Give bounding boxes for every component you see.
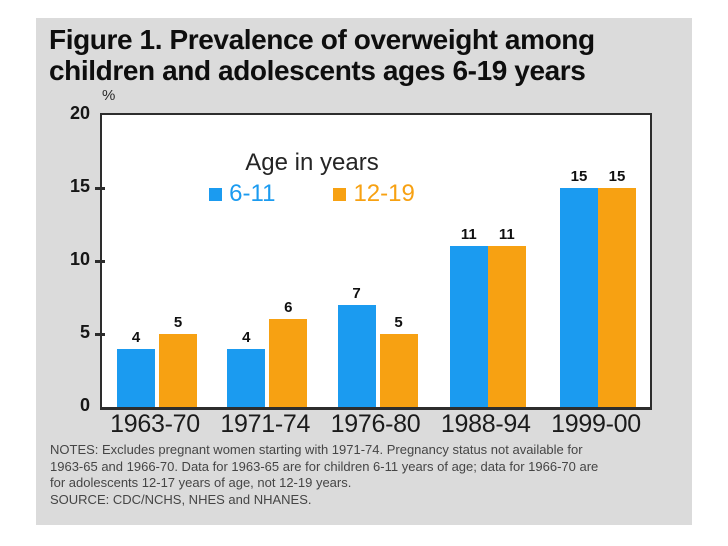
bar-column: 15 <box>560 168 598 407</box>
notes: NOTES: Excludes pregnant women starting … <box>50 442 598 508</box>
legend-swatch-12-19-icon <box>333 187 347 201</box>
bar-value-label: 4 <box>242 328 251 346</box>
bar-column: 4 <box>227 328 266 407</box>
bar-column: 6 <box>269 299 308 407</box>
legend-label-12-19: 12-19 <box>353 180 415 207</box>
y-tick-mark <box>95 187 105 190</box>
bar-column: 11 <box>449 226 488 407</box>
bar-value-label: 11 <box>460 226 477 244</box>
notes-line: NOTES: Excludes pregnant women starting … <box>50 442 583 457</box>
bar-column: 4 <box>117 329 155 407</box>
legend-title: Age in years <box>245 149 379 176</box>
x-axis-label: 1963-70 <box>110 410 200 438</box>
x-axis-label: 1999-00 <box>551 410 641 438</box>
chart-title-line1: Figure 1. Prevalence of overweight among <box>49 24 595 55</box>
bar-12-19-1971-74 <box>269 319 308 407</box>
chart-title: Figure 1. Prevalence of overweight among… <box>49 24 595 86</box>
bar-column: 11 <box>487 226 526 407</box>
legend-item-6-11: 6-11 <box>209 181 275 207</box>
bar-group-1988-94: 11 11 <box>449 226 526 407</box>
bar-value-label: 5 <box>173 314 183 331</box>
legend-swatch-6-11-icon <box>209 187 223 201</box>
y-tick-label: 20 <box>69 103 90 123</box>
y-tick-mark <box>95 260 105 263</box>
bar-value-label: 11 <box>498 226 515 244</box>
y-tick-mark <box>95 333 105 336</box>
y-axis-unit-label: % <box>102 87 116 104</box>
y-tick-label: 10 <box>69 249 90 269</box>
chart-title-line2: children and adolescents ages 6-19 years <box>49 55 586 86</box>
bar-6-11-1963-70 <box>117 348 155 407</box>
bar-12-19-1963-70 <box>159 334 197 407</box>
bar-value-label: 5 <box>394 314 403 331</box>
source-line: SOURCE: CDC/NCHS, NHES and NHANES. <box>50 491 312 507</box>
bar-column: 5 <box>379 314 418 407</box>
plot-area: Age in years 6-11 12-19 4 5 4 6 7 5 11 11 15 15 <box>95 113 652 410</box>
bar-12-19-1999-00 <box>598 188 636 407</box>
y-tick-label: 15 <box>69 176 90 196</box>
y-axis: 0 5 10 15 20 <box>36 103 90 415</box>
bar-6-11-1971-74 <box>227 348 266 407</box>
legend: Age in years 6-11 12-19 <box>172 149 452 207</box>
bar-value-label: 4 <box>131 328 141 346</box>
bar-column: 5 <box>159 314 197 407</box>
bar-group-1999-00: 15 15 <box>560 168 636 407</box>
x-axis-label: 1988-94 <box>440 410 531 438</box>
x-axis: 1963-70 1971-74 1976-80 1988-94 1999-00 <box>100 410 648 440</box>
bar-value-label: 6 <box>284 299 293 317</box>
bar-value-label: 7 <box>352 284 361 302</box>
bar-column: 15 <box>598 168 636 407</box>
x-axis-label: 1976-80 <box>330 410 421 438</box>
notes-line: 1963-65 and 1966-70. Data for 1963-65 ar… <box>50 458 599 474</box>
bar-column: 7 <box>337 284 376 407</box>
y-tick-label: 0 <box>79 395 90 415</box>
bar-6-11-1988-94 <box>449 246 488 407</box>
legend-items: 6-11 12-19 <box>209 181 415 207</box>
bar-12-19-1988-94 <box>487 246 526 407</box>
legend-label-6-11: 6-11 <box>229 180 276 207</box>
x-axis-label: 1971-74 <box>220 410 311 438</box>
bar-value-label: 15 <box>608 168 626 185</box>
y-tick-label: 5 <box>79 322 90 342</box>
bar-6-11-1999-00 <box>560 188 598 407</box>
bar-value-label: 15 <box>570 168 588 185</box>
legend-item-12-19: 12-19 <box>333 180 415 207</box>
bar-6-11-1976-80 <box>337 304 376 407</box>
slide: Figure 1. Prevalence of overweight among… <box>36 18 692 525</box>
bar-12-19-1976-80 <box>379 334 418 407</box>
notes-line: for adolescents 12-17 years of age, not … <box>50 475 352 490</box>
